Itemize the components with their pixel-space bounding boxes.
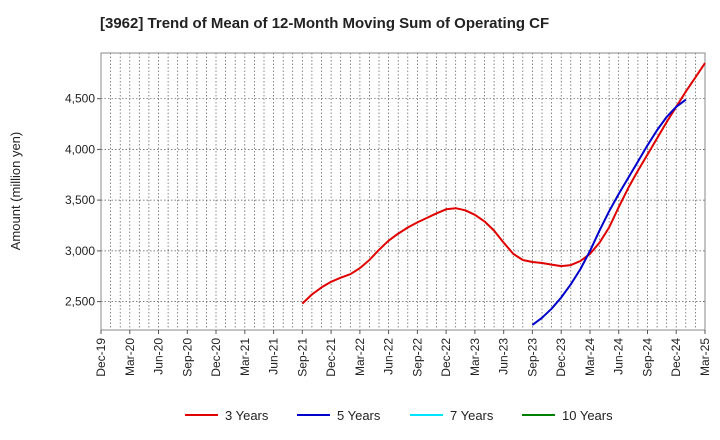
legend-label: 3 Years <box>225 408 269 423</box>
x-tick-label: Sep-23 <box>525 338 539 377</box>
x-tick-label: Mar-20 <box>123 338 137 376</box>
y-tick-label: 3,500 <box>65 193 95 207</box>
x-tick-label: Dec-22 <box>439 338 453 377</box>
plot-area <box>100 52 706 331</box>
grid <box>101 53 705 330</box>
x-tick-label: Dec-23 <box>554 338 568 377</box>
legend-item-3-years: 3 Years <box>185 408 269 423</box>
y-tick-label: 2,500 <box>65 295 95 309</box>
legend-item-10-years: 10 Years <box>522 408 613 423</box>
series-lines <box>301 62 706 326</box>
x-tick-label: Sep-20 <box>180 338 194 377</box>
y-axis-label: Amount (million yen) <box>8 132 23 251</box>
x-tick-label: Jun-22 <box>382 338 396 375</box>
y-tick-label: 4,500 <box>65 92 95 106</box>
x-tick-label: Jun-23 <box>497 338 511 375</box>
x-tick-label: Dec-20 <box>209 338 223 377</box>
x-tick-label: Mar-21 <box>238 338 252 376</box>
x-tick-label: Dec-24 <box>669 338 683 377</box>
series-line-3-years <box>301 62 706 305</box>
legend-label: 5 Years <box>337 408 381 423</box>
legend: 3 Years 5 Years 7 Years 10 Years <box>185 408 613 423</box>
legend-label: 7 Years <box>450 408 494 423</box>
y-tick-label: 3,000 <box>65 244 95 258</box>
x-axis: Dec-19 Mar-20 Jun-20 Sep-20 Dec-20 Mar-21 Jun-… <box>94 330 712 377</box>
x-tick-label: Jun-24 <box>612 338 626 375</box>
y-axis: 2,500 3,000 3,500 4,000 4,500 <box>65 92 101 309</box>
chart-title: [3962] Trend of Mean of 12-Month Moving … <box>100 15 549 32</box>
x-tick-label: Mar-24 <box>583 338 597 376</box>
legend-item-7-years: 7 Years <box>410 408 494 423</box>
x-tick-label: Dec-21 <box>324 338 338 377</box>
x-tick-label: Dec-19 <box>94 338 108 377</box>
x-tick-label: Mar-22 <box>353 338 367 376</box>
x-tick-label: Jun-21 <box>267 338 281 375</box>
y-tick-label: 4,000 <box>65 142 95 156</box>
x-tick-label: Sep-21 <box>295 338 309 377</box>
legend-item-5-years: 5 Years <box>297 408 381 423</box>
x-tick-label: Sep-24 <box>641 338 655 377</box>
x-tick-label: Jun-20 <box>152 338 166 375</box>
series-line-5-years <box>531 98 687 326</box>
x-tick-label: Sep-22 <box>410 338 424 377</box>
x-tick-label: Mar-23 <box>468 338 482 376</box>
x-tick-label: Mar-25 <box>698 338 712 376</box>
legend-label: 10 Years <box>562 408 613 423</box>
